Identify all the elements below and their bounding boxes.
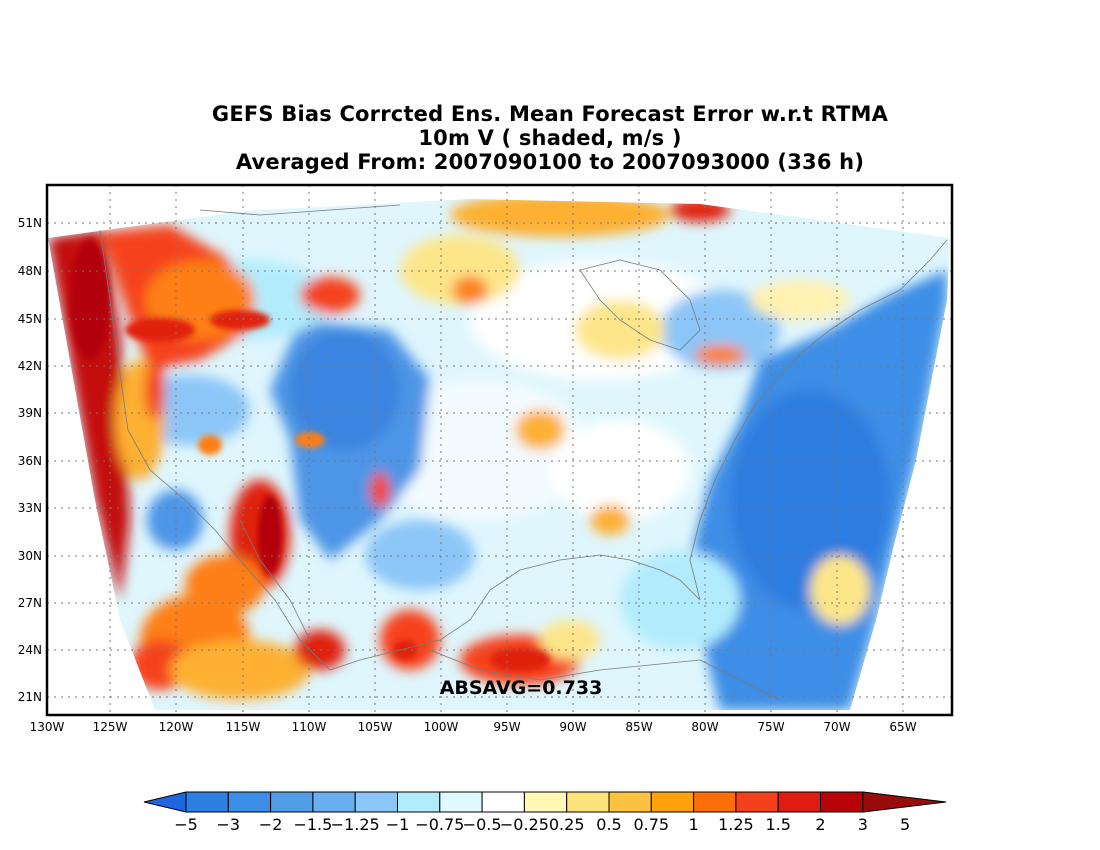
- colorbar: −5 −3 −2 −1.5−1.25 −1 −0.75−0.5−0.25 0.25 0.5 0.…: [143, 791, 947, 834]
- colorbar-box: [439, 791, 483, 813]
- colorbar-left-arrow: [143, 791, 187, 813]
- lat-label: 24N: [18, 643, 42, 657]
- lat-label: 42N: [18, 359, 42, 373]
- lon-label: 120W: [159, 720, 194, 734]
- coastlines: [99, 204, 948, 701]
- lon-label: 75W: [757, 720, 784, 734]
- colorbar-tick-label: 2: [815, 815, 825, 834]
- colorbar-tick-label: −0.75: [415, 815, 464, 834]
- graticule: [47, 185, 952, 715]
- colorbar-tick-label: −3: [217, 815, 241, 834]
- colorbar-tick-label: −0.25: [500, 815, 549, 834]
- colorbar-box: [523, 791, 568, 813]
- colorbar-box: [566, 791, 610, 813]
- colorbar-tick-label: 0.5: [596, 815, 621, 834]
- lat-label: 39N: [18, 406, 42, 420]
- lat-label: 45N: [18, 312, 42, 326]
- shaded-field: [48, 199, 950, 710]
- colorbar-tick-label: 1.25: [718, 815, 754, 834]
- colorbar-tick-label: 0.25: [549, 815, 585, 834]
- colorbar-tick-label: 5: [900, 815, 910, 834]
- lat-label: 21N: [18, 690, 42, 704]
- lat-label: 36N: [18, 454, 42, 468]
- lon-label: 110W: [292, 720, 327, 734]
- colorbar-tick-label: −2: [259, 815, 283, 834]
- lon-label: 70W: [823, 720, 850, 734]
- lon-label: 90W: [559, 720, 586, 734]
- lat-label: 51N: [18, 216, 42, 230]
- lon-label: 85W: [625, 720, 652, 734]
- colorbar-tick-label: 1.5: [765, 815, 790, 834]
- colorbar-tick-label: 0.75: [633, 815, 669, 834]
- colorbar-box: [312, 791, 356, 813]
- colorbar-box: [735, 791, 779, 813]
- lat-label: 48N: [18, 264, 42, 278]
- lon-labels: 130W 125W 120W 115W 110W 105W 100W 95W 9…: [30, 720, 917, 734]
- colorbar-tick-label: 3: [858, 815, 868, 834]
- colorbar-tick-label: −5: [174, 815, 198, 834]
- colorbar-box: [608, 791, 652, 813]
- colorbar-box: [397, 791, 441, 813]
- colorbar-tick-label: −0.5: [463, 815, 502, 834]
- colorbar-right-arrow: [862, 791, 947, 813]
- lon-label: 105W: [358, 720, 393, 734]
- lon-label: 125W: [93, 720, 128, 734]
- colorbar-box: [693, 791, 737, 813]
- chart-title-line-1: GEFS Bias Corrcted Ens. Mean Forecast Er…: [211, 102, 889, 126]
- lon-label: 115W: [226, 720, 261, 734]
- lat-labels: 51N 48N 45N 42N 39N 36N 33N 30N 27N 24N …: [18, 216, 42, 704]
- colorbar-box: [185, 791, 229, 813]
- colorbar-tick-label: −1: [386, 815, 410, 834]
- colorbar-tick-label: −1.25: [331, 815, 380, 834]
- lon-label: 95W: [493, 720, 520, 734]
- map-frame: [45, 183, 954, 717]
- colorbar-box: [481, 791, 525, 813]
- lat-label: 30N: [18, 549, 42, 563]
- colorbar-box: [270, 791, 314, 813]
- chart-title-line-3: Averaged From: 2007090100 to 2007093000 …: [235, 150, 865, 174]
- lat-label: 33N: [18, 501, 42, 515]
- lon-label: 100W: [424, 720, 459, 734]
- colorbar-box: [227, 791, 272, 813]
- colorbar-tick-label: −1.5: [293, 815, 332, 834]
- colorbar-box: [354, 791, 399, 813]
- colorbar-box: [820, 791, 864, 813]
- lon-label: 130W: [30, 720, 65, 734]
- lon-label: 65W: [889, 720, 916, 734]
- colorbar-tick-label: 1: [689, 815, 699, 834]
- colorbar-box: [777, 791, 822, 813]
- lat-label: 27N: [18, 596, 42, 610]
- absavg-annotation: ABSAVG=0.733: [440, 677, 603, 699]
- lon-label: 80W: [691, 720, 718, 734]
- chart-title-line-2: 10m V ( shaded, m/s ): [418, 126, 682, 150]
- colorbar-box: [650, 791, 695, 813]
